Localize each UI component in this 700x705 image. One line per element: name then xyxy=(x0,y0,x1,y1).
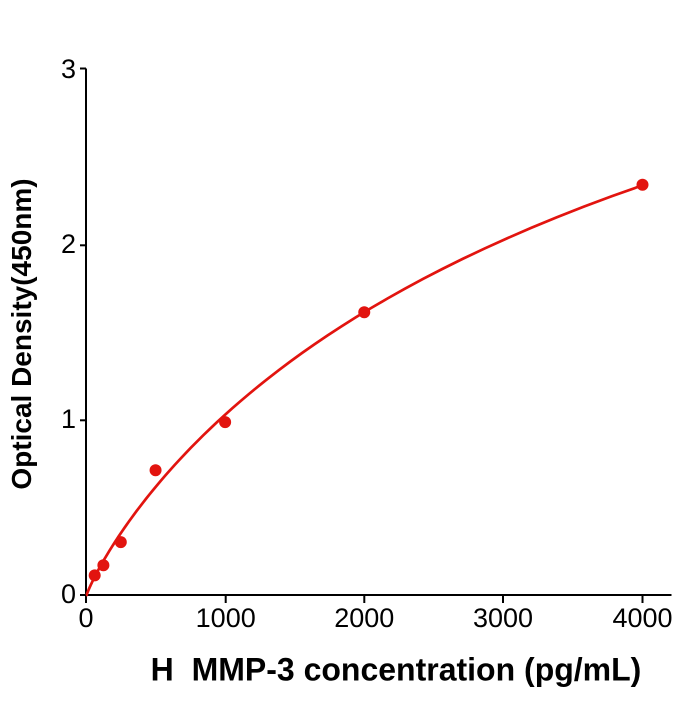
svg-text:3: 3 xyxy=(61,54,76,84)
svg-text:2000: 2000 xyxy=(334,603,394,633)
svg-text:0: 0 xyxy=(78,603,93,633)
svg-text:4000: 4000 xyxy=(612,603,672,633)
svg-text:2: 2 xyxy=(61,229,76,259)
svg-text:1: 1 xyxy=(61,404,76,434)
svg-text:3000: 3000 xyxy=(473,603,533,633)
svg-text:0: 0 xyxy=(61,579,76,609)
svg-text:1000: 1000 xyxy=(196,603,256,633)
